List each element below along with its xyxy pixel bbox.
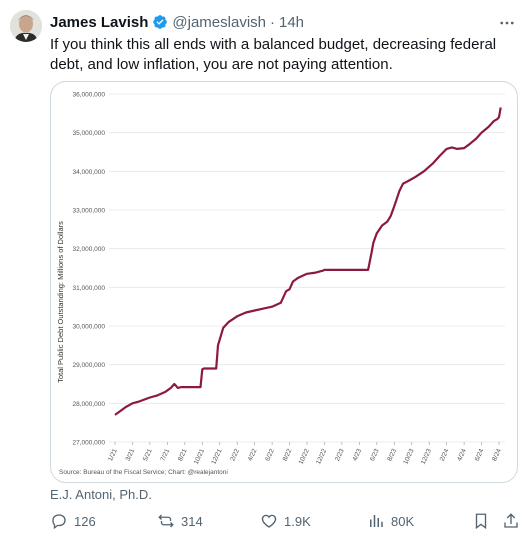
x-tick-label: 4/23 <box>351 448 363 463</box>
more-options-icon[interactable] <box>498 14 516 32</box>
y-tick-label: 34,000,000 <box>72 169 105 176</box>
tweet-image[interactable]: 27,000,000 28,000,000 29,000,000 30,000,000… <box>50 81 518 483</box>
tweet-text: If you think this all ends with a balanc… <box>50 36 497 73</box>
x-tick-label: 10/23 <box>402 448 415 466</box>
separator-dot: · <box>270 13 275 31</box>
like-count: 1.9K <box>284 513 311 529</box>
image-caption: E.J. Antoni, Ph.D. <box>50 487 152 502</box>
avatar[interactable] <box>10 10 42 42</box>
y-axis-label: Total Public Debt Outstanding: Millions … <box>56 221 65 383</box>
repost-button[interactable]: 314 <box>157 512 203 530</box>
chart-grid <box>109 93 505 443</box>
x-tick-label: 12/23 <box>420 448 433 466</box>
bookmark-button[interactable] <box>472 512 490 530</box>
avatar-image <box>10 10 42 42</box>
y-tick-label: 35,000,000 <box>72 130 105 137</box>
y-tick-label: 31,000,000 <box>72 285 105 292</box>
x-tick-label: 6/24 <box>474 448 486 463</box>
views-icon <box>370 515 383 527</box>
y-tick-label: 33,000,000 <box>72 208 105 215</box>
like-button[interactable]: 1.9K <box>260 512 311 530</box>
x-axis-ticks: 1/21 3/21 5/21 7/21 8/21 10/21 12/21 2/22 4/22 6/… <box>107 442 503 466</box>
x-tick-label: 4/22 <box>247 448 259 463</box>
bookmark-icon <box>475 513 487 530</box>
x-tick-label: 2/24 <box>439 448 451 463</box>
x-tick-label: 6/22 <box>264 448 276 463</box>
tweet-time[interactable]: 14h <box>279 13 305 31</box>
y-tick-label: 36,000,000 <box>72 92 105 99</box>
y-tick-label: 32,000,000 <box>72 246 105 253</box>
view-count: 80K <box>391 513 415 529</box>
repost-count: 314 <box>181 513 203 529</box>
author-name[interactable]: James Lavish <box>50 13 149 31</box>
repost-icon <box>158 514 174 528</box>
x-tick-label: 4/24 <box>456 448 468 463</box>
x-tick-label: 3/21 <box>125 448 137 463</box>
verified-badge-icon <box>152 14 168 30</box>
share-icon <box>504 513 518 528</box>
reply-icon <box>52 514 66 530</box>
x-tick-label: 10/21 <box>193 448 206 466</box>
views-button[interactable]: 80K <box>367 512 414 530</box>
y-tick-label: 30,000,000 <box>72 324 105 331</box>
x-tick-label: 12/22 <box>315 448 328 466</box>
x-tick-label: 5/21 <box>142 448 154 463</box>
x-tick-label: 10/22 <box>298 448 311 466</box>
author-handle[interactable]: @jameslavish <box>172 13 266 31</box>
y-tick-label: 27,000,000 <box>72 440 105 447</box>
share-button[interactable] <box>502 512 520 530</box>
x-tick-label: 12/21 <box>210 448 223 466</box>
y-tick-label: 29,000,000 <box>72 362 105 369</box>
x-tick-label: 6/23 <box>369 448 381 463</box>
x-tick-label: 8/23 <box>386 448 398 463</box>
series-line-total-debt <box>114 107 502 416</box>
x-tick-label: 2/23 <box>334 448 346 463</box>
y-tick-label: 28,000,000 <box>72 401 105 408</box>
tweet-header: James Lavish @jameslavish · 14h <box>50 12 518 32</box>
x-tick-label: 1/21 <box>107 448 119 463</box>
tweet-actions: 126 314 1.9K 80K <box>50 512 520 532</box>
debt-chart: 27,000,000 28,000,000 29,000,000 30,000,000… <box>56 92 505 476</box>
y-axis-ticks: 27,000,000 28,000,000 29,000,000 30,000,000… <box>72 92 105 447</box>
reply-count: 126 <box>74 513 96 529</box>
reply-button[interactable]: 126 <box>50 512 96 530</box>
x-tick-label: 2/22 <box>229 448 241 463</box>
x-tick-label: 8/22 <box>282 448 294 463</box>
x-tick-label: 8/21 <box>177 448 189 463</box>
chart-source: Source: Bureau of the Fiscal Service; Ch… <box>59 469 228 476</box>
x-tick-label: 7/21 <box>159 448 171 463</box>
heart-icon <box>261 514 277 528</box>
x-tick-label: 8/24 <box>491 448 503 463</box>
